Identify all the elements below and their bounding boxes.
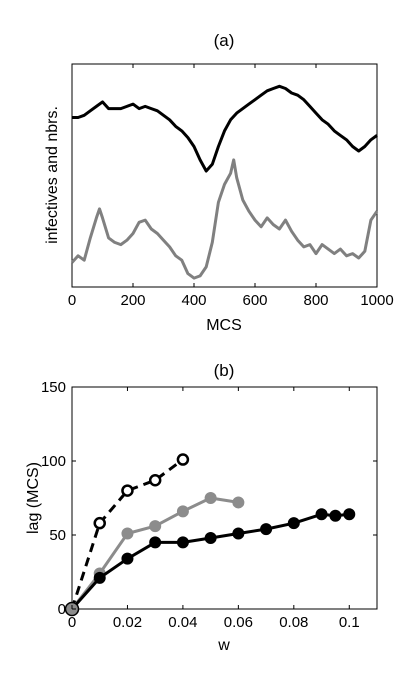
panel-b-xtick-label-1: 0.02 (113, 614, 142, 631)
panel-a-series-group (70, 84, 379, 280)
panel-b-series-2-point-8 (287, 517, 300, 530)
panel-b-series-0-point-3 (148, 473, 162, 487)
panel-b-series-1-point-2 (121, 527, 134, 540)
panel-b-series-1-point-5 (204, 492, 217, 504)
panel-b-ylabel: lag (MCS) (25, 462, 42, 534)
panel-b-series-line-0 (70, 458, 184, 610)
panel-a-ylabel: infectives and nbrs. (44, 106, 61, 244)
panel-b: (b) 0 0.02 0.04 0.06 0.08 0.1 0 50 100 150 w lag… (25, 361, 378, 654)
panel-a-x-ticks: 0 200 400 600 800 1000 (68, 64, 394, 309)
panel-b-series-1-point-3 (149, 520, 162, 533)
panel-b-series-0-point-1 (93, 516, 106, 530)
panel-b-xtick-label-3: 0.06 (224, 614, 253, 631)
panel-b-ytick-label-1: 50 (49, 527, 66, 544)
panel-b-series-2-point-11 (343, 508, 356, 521)
panel-a-xtick-label-0: 0 (68, 292, 76, 309)
panel-b-series-2-point-1 (93, 571, 106, 584)
panel-a-series-line-1 (70, 158, 379, 280)
panel-b-series-2-point-5 (204, 531, 217, 544)
panel-b-series-2-point-7 (260, 523, 273, 536)
panel-a-xtick-label-1: 200 (120, 292, 145, 309)
panel-b-series-2-point-6 (232, 527, 245, 540)
panel-a-title: (a) (214, 31, 235, 50)
panel-b-series-2-point-10 (329, 509, 342, 522)
panel-b-series-2-point-9 (315, 508, 328, 521)
panel-b-ytick-label-3: 150 (41, 379, 66, 396)
panel-b-ytick-label-2: 100 (41, 453, 66, 470)
panel-b-plot-frame (71, 386, 378, 610)
panel-a-xtick-label-4: 800 (303, 292, 328, 309)
panel-b-series-line-1 (70, 496, 239, 610)
panel-b-xtick-label-2: 0.04 (168, 614, 197, 631)
panel-b-series-2-point-4 (176, 536, 189, 549)
panel-b-series-0-point-2 (121, 484, 134, 497)
panel-b-title: (b) (214, 361, 235, 380)
panel-b-xtick-label-0: 0 (68, 614, 76, 631)
panel-a: (a) 0 200 400 600 800 1000 MCS infectives and… (44, 31, 394, 334)
panel-b-series-line-2 (70, 512, 350, 610)
panel-a-plot-frame (71, 63, 378, 288)
panel-b-series-0-point-4 (176, 453, 190, 466)
panel-b-series-group (64, 453, 356, 617)
panel-b-y-ticks: 0 50 100 150 (41, 379, 377, 618)
panel-b-xtick-label-5: 0.1 (339, 614, 360, 631)
panel-b-series-2-point-2 (121, 552, 134, 565)
panel-a-xtick-label-2: 400 (181, 292, 206, 309)
panel-a-xlabel: MCS (206, 317, 242, 334)
panel-a-xtick-label-5: 1000 (360, 292, 393, 309)
panel-a-xtick-label-3: 600 (242, 292, 267, 309)
panel-b-series-1-point-6 (232, 496, 245, 509)
panel-b-series-1-point-4 (176, 505, 189, 518)
panel-b-x-ticks: 0 0.02 0.04 0.06 0.08 0.1 (68, 387, 360, 631)
panel-b-series-2-point-3 (149, 536, 162, 549)
panel-b-xtick-label-4: 0.08 (279, 614, 308, 631)
panel-a-series-line-0 (72, 84, 378, 173)
panel-b-ytick-label-0: 0 (58, 601, 66, 618)
panel-b-xlabel: w (217, 637, 230, 654)
